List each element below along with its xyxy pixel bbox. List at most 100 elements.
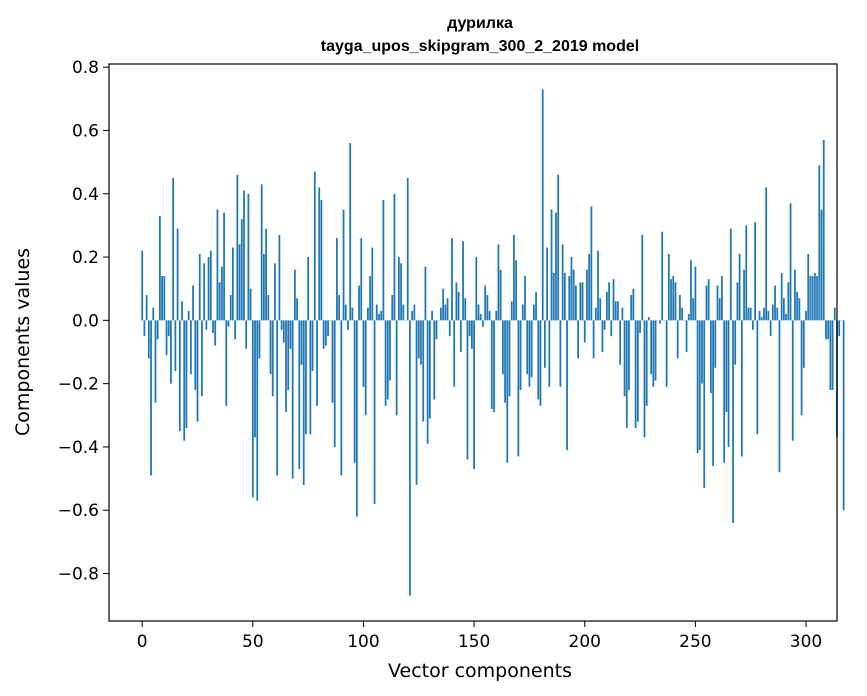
bar-28 — [203, 263, 206, 321]
bar-68 — [291, 320, 294, 479]
bar-286 — [774, 285, 776, 321]
bar-45 — [240, 219, 243, 321]
bar-series — [141, 89, 845, 596]
bar-188 — [557, 174, 560, 321]
bar-22 — [189, 320, 192, 375]
bar-307 — [820, 209, 823, 321]
x-tick-label: 200 — [569, 632, 601, 652]
bar-114 — [393, 193, 396, 321]
bar-186 — [552, 272, 555, 321]
bar-111 — [386, 320, 389, 400]
bar-34 — [216, 209, 219, 321]
bar-171 — [519, 320, 522, 390]
bar-15 — [174, 320, 177, 371]
bar-39 — [227, 320, 230, 327]
bar-305 — [816, 276, 818, 321]
bar-259 — [714, 320, 717, 368]
bar-66 — [287, 320, 290, 390]
y-tick-label: 0.4 — [72, 185, 99, 205]
bar-209 — [603, 320, 606, 330]
bar-278 — [756, 320, 759, 435]
bar-32 — [212, 320, 214, 334]
bar-237 — [665, 320, 668, 387]
bar-312 — [831, 320, 834, 390]
bar-50 — [251, 320, 254, 498]
bar-61 — [276, 320, 279, 476]
bar-143 — [457, 291, 460, 321]
bar-205 — [594, 307, 597, 321]
bar-304 — [813, 272, 816, 321]
bar-238 — [667, 253, 670, 321]
bar-187 — [555, 212, 557, 321]
bar-189 — [559, 320, 562, 387]
bar-97 — [355, 320, 358, 517]
bar-52 — [256, 320, 259, 501]
bar-295 — [794, 269, 796, 321]
bar-91 — [342, 209, 345, 321]
bar-24 — [194, 320, 197, 390]
bar-29 — [205, 320, 208, 330]
bar-303 — [811, 276, 814, 321]
bar-88 — [336, 238, 338, 321]
bar-36 — [220, 266, 223, 321]
bar-135 — [440, 307, 442, 321]
bar-12 — [167, 320, 170, 337]
bar-165 — [506, 320, 509, 463]
bar-281 — [763, 307, 765, 321]
bar-214 — [614, 301, 617, 321]
bar-166 — [508, 320, 511, 397]
bar-271 — [740, 320, 743, 457]
bar-280 — [760, 317, 763, 321]
bar-151 — [475, 257, 478, 321]
bar-56 — [265, 228, 267, 321]
bar-199 — [581, 282, 584, 321]
bar-260 — [716, 285, 719, 321]
bar-94 — [349, 143, 352, 321]
bar-53 — [258, 320, 261, 359]
bar-212 — [610, 320, 613, 337]
bar-244 — [681, 307, 683, 321]
bar-255 — [705, 285, 708, 321]
bar-216 — [619, 320, 622, 365]
bar-191 — [563, 272, 566, 321]
bar-217 — [621, 307, 624, 321]
y-axis-label: Components values — [12, 248, 34, 436]
bar-279 — [758, 310, 761, 321]
bar-102 — [367, 307, 369, 321]
bar-276 — [752, 320, 754, 330]
bar-240 — [672, 276, 675, 321]
bar-124 — [415, 320, 418, 485]
bar-310 — [827, 320, 830, 340]
bar-241 — [674, 282, 677, 321]
bar-204 — [592, 320, 595, 359]
bar-144 — [459, 320, 462, 352]
bar-87 — [333, 320, 336, 447]
bar-266 — [729, 228, 732, 321]
bar-138 — [446, 298, 449, 321]
bar-47 — [245, 320, 248, 349]
bar-3 — [147, 320, 150, 359]
y-tick-label: 0.8 — [72, 58, 99, 78]
bar-81 — [320, 200, 323, 321]
bar-243 — [679, 295, 681, 321]
bar-300 — [805, 310, 807, 321]
bar-131 — [431, 310, 433, 321]
bar-248 — [690, 260, 692, 321]
plot-frame — [108, 63, 838, 622]
bar-140 — [451, 238, 453, 321]
bar-230 — [650, 320, 653, 375]
bar-1 — [143, 320, 146, 337]
bar-161 — [497, 244, 500, 321]
bar-63 — [280, 320, 283, 330]
bar-5 — [152, 307, 155, 321]
bar-234 — [659, 320, 661, 324]
bar-235 — [661, 231, 664, 321]
bar-118 — [402, 304, 405, 321]
bar-51 — [254, 320, 256, 438]
bar-168 — [513, 234, 515, 321]
bar-136 — [442, 288, 445, 321]
bar-120 — [406, 177, 409, 321]
x-axis-ticks: 0 50 100 150 200 250 300 — [137, 621, 822, 652]
bar-98 — [358, 285, 360, 321]
bar-201 — [586, 269, 588, 321]
